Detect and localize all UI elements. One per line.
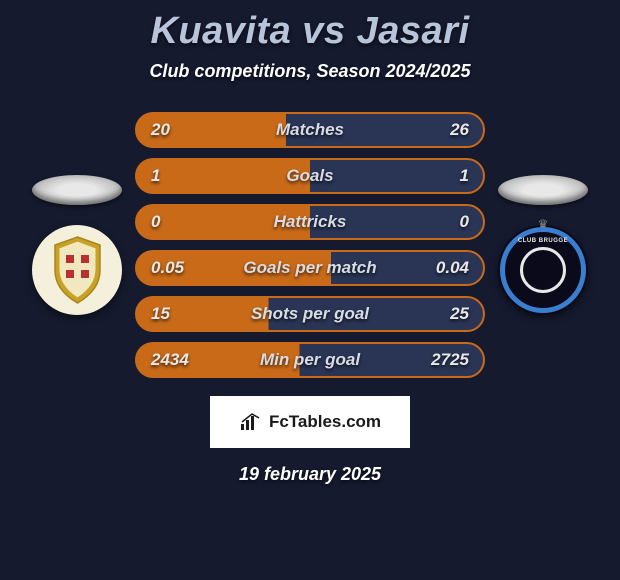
ellipse-decoration xyxy=(498,175,588,205)
date-text: 19 february 2025 xyxy=(239,464,381,485)
stat-left-value: 15 xyxy=(151,304,170,324)
stat-right-value: 2725 xyxy=(431,350,469,370)
stat-bar-min-per-goal: 2434 Min per goal 2725 xyxy=(135,342,485,378)
stat-right-value: 0.04 xyxy=(436,258,469,278)
stat-left-value: 1 xyxy=(151,166,160,186)
chart-icon xyxy=(239,412,263,432)
stat-bar-shots-per-goal: 15 Shots per goal 25 xyxy=(135,296,485,332)
stat-right-value: 26 xyxy=(450,120,469,140)
page-title: Kuavita vs Jasari xyxy=(150,10,469,53)
stat-label: Goals per match xyxy=(243,258,376,278)
stat-label: Min per goal xyxy=(260,350,360,370)
main-row: 20 Matches 26 1 Goals 1 0 Hattricks 0 0.… xyxy=(0,112,620,378)
stat-bar-goals-per-match: 0.05 Goals per match 0.04 xyxy=(135,250,485,286)
stat-left-value: 20 xyxy=(151,120,170,140)
left-team-badge xyxy=(32,225,122,315)
stat-right-value: 25 xyxy=(450,304,469,324)
stat-right-value: 0 xyxy=(460,212,469,232)
stat-left-value: 0.05 xyxy=(151,258,184,278)
subtitle: Club competitions, Season 2024/2025 xyxy=(149,61,470,82)
stat-label: Goals xyxy=(286,166,333,186)
left-team-col xyxy=(27,175,127,315)
site-logo: FcTables.com xyxy=(210,396,410,448)
stat-label: Hattricks xyxy=(274,212,347,232)
stat-label: Matches xyxy=(276,120,344,140)
stat-label: Shots per goal xyxy=(251,304,369,324)
stat-bar-hattricks: 0 Hattricks 0 xyxy=(135,204,485,240)
stat-bar-goals: 1 Goals 1 xyxy=(135,158,485,194)
badge-ring: CLUB BRUGGE xyxy=(500,227,586,313)
stat-left-value: 0 xyxy=(151,212,160,232)
comparison-card: Kuavita vs Jasari Club competitions, Sea… xyxy=(0,0,620,485)
stat-right-value: 1 xyxy=(460,166,469,186)
ellipse-decoration xyxy=(32,175,122,205)
badge-inner xyxy=(520,247,566,293)
badge-label: CLUB BRUGGE xyxy=(518,238,568,244)
stat-bar-matches: 20 Matches 26 xyxy=(135,112,485,148)
shield-icon xyxy=(50,235,105,305)
stat-left-value: 2434 xyxy=(151,350,189,370)
right-team-col: ♛ CLUB BRUGGE xyxy=(493,175,593,315)
right-team-badge: ♛ CLUB BRUGGE xyxy=(498,225,588,315)
logo-text: FcTables.com xyxy=(269,412,381,432)
stats-list: 20 Matches 26 1 Goals 1 0 Hattricks 0 0.… xyxy=(135,112,485,378)
